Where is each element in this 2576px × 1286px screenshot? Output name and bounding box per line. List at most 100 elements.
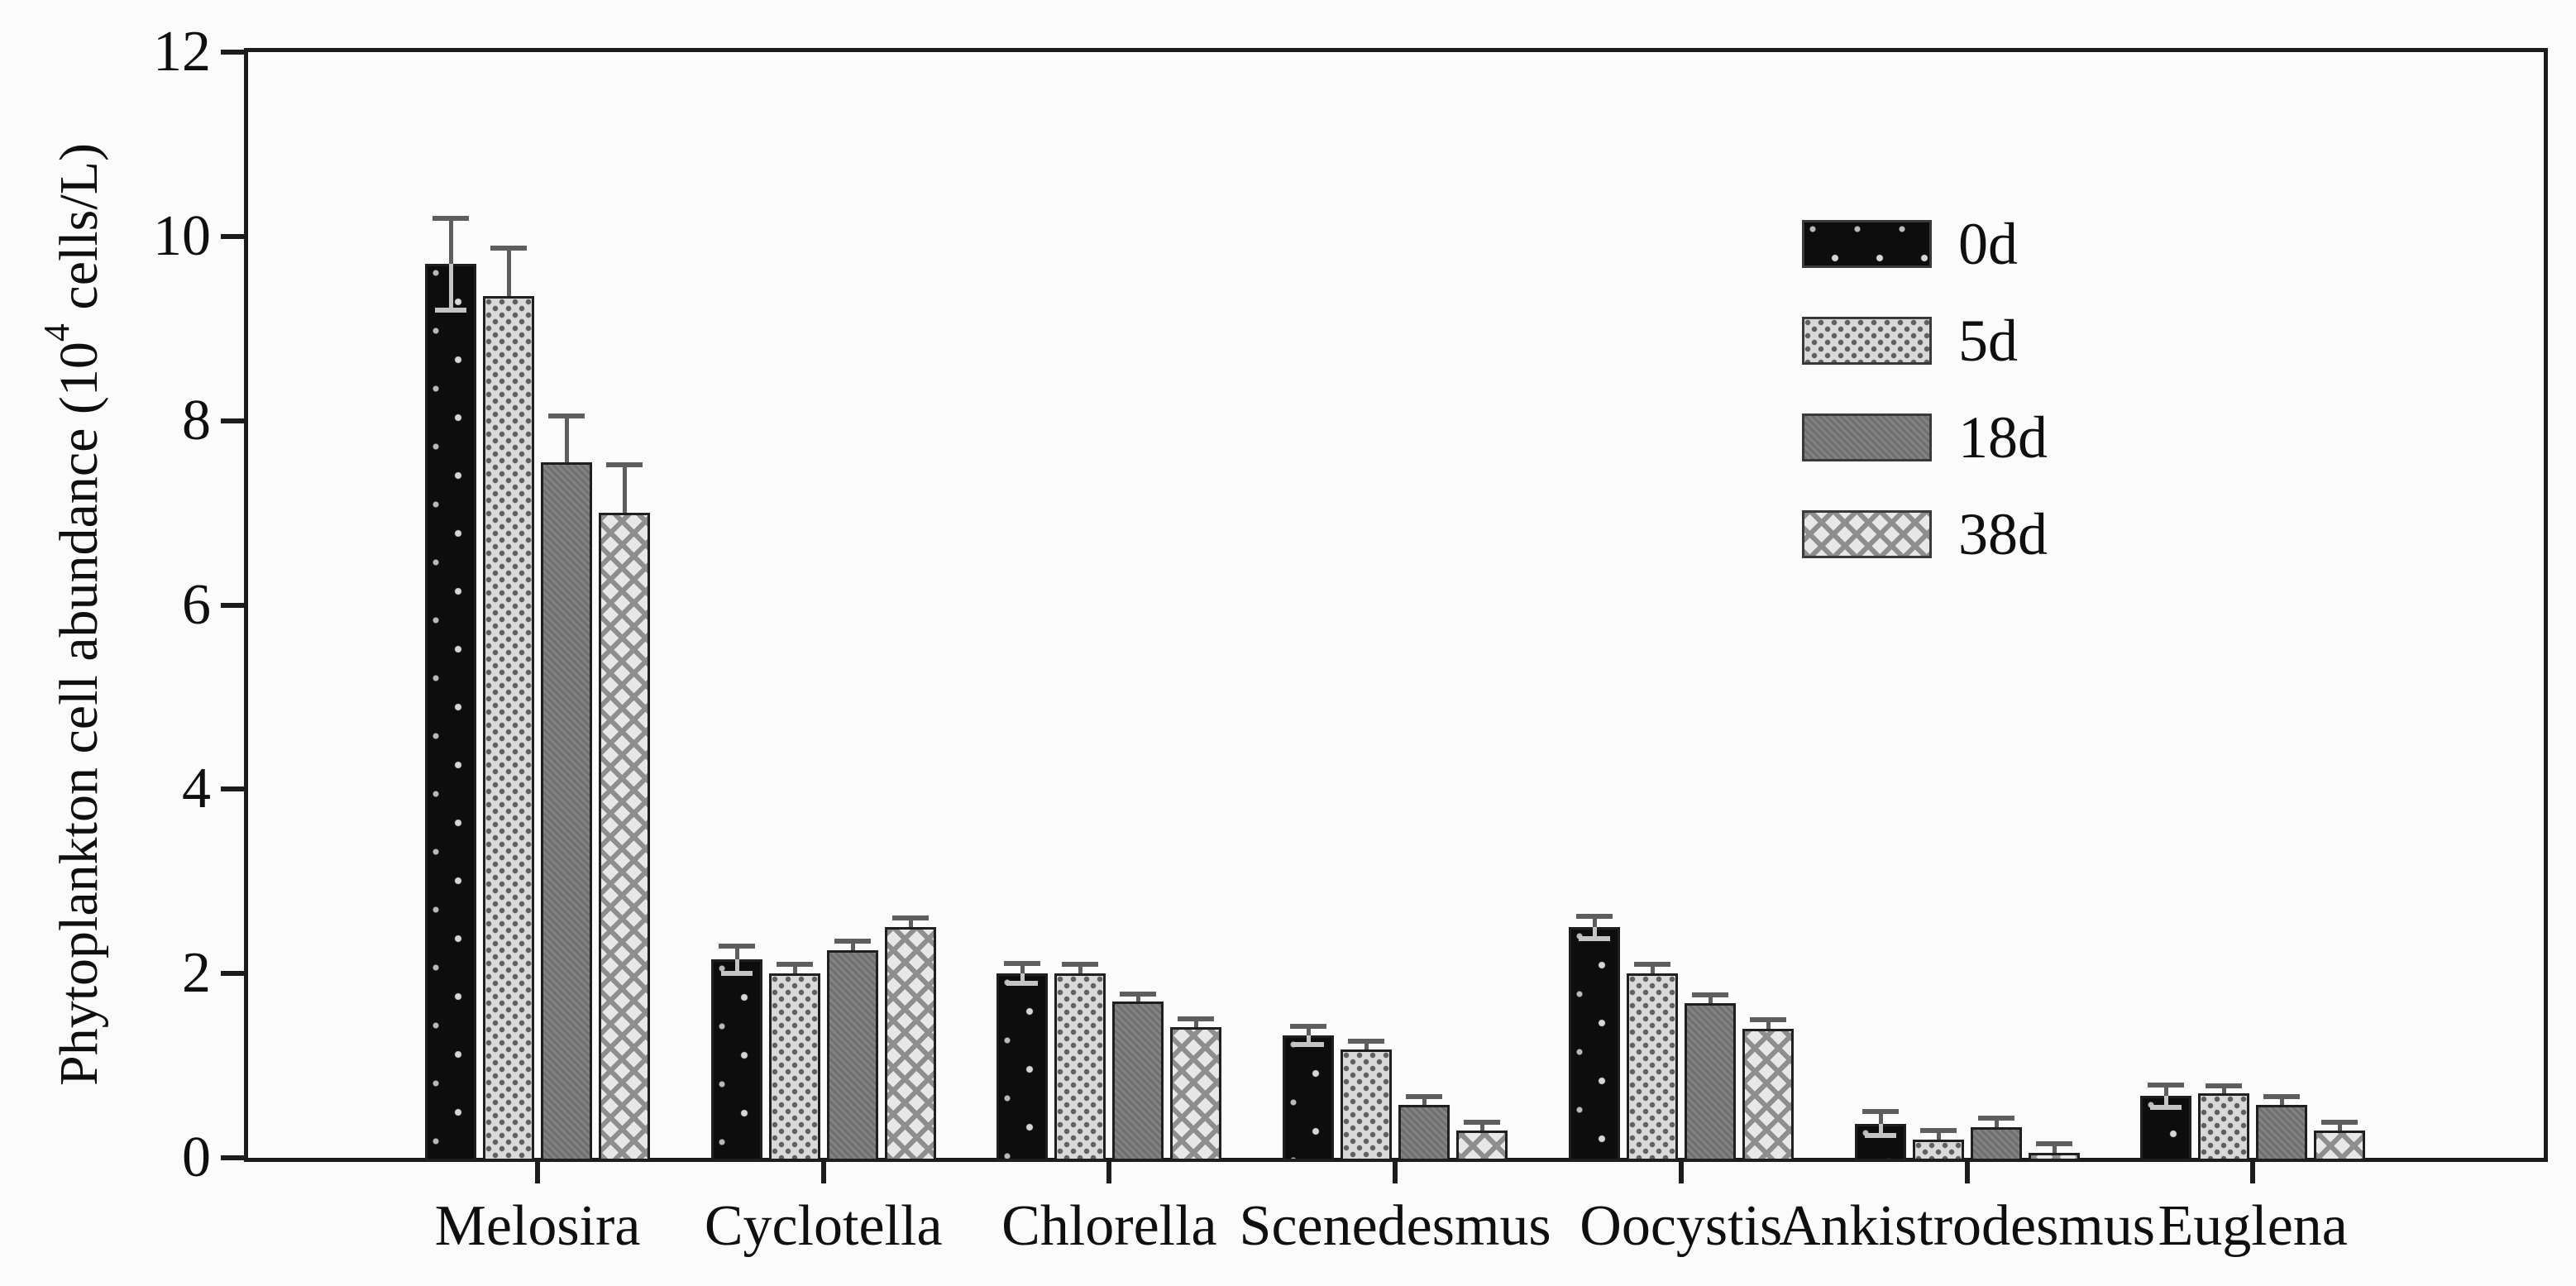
category-label-chlorella: Chlorella bbox=[1001, 1194, 1217, 1258]
bar-euglena-5d bbox=[2198, 1093, 2250, 1161]
legend-label-18d: 18d bbox=[1958, 404, 2048, 471]
bar-oocystis-5d bbox=[1626, 973, 1678, 1161]
error-bar-cap-cyclotella-0d bbox=[718, 943, 755, 949]
plot-area-frame bbox=[244, 48, 2548, 1162]
error-bar-stem-chlorella-5d bbox=[1078, 964, 1083, 974]
legend-row-0d: 0d bbox=[1802, 214, 2018, 274]
error-bar-cap-chlorella-38d bbox=[1178, 1016, 1215, 1021]
bar-scenedesmus-5d bbox=[1341, 1049, 1393, 1161]
bar-chlorella-5d bbox=[1054, 973, 1106, 1161]
error-bar-cap-euglena-5d bbox=[2206, 1083, 2243, 1089]
x-tick-scenedesmus bbox=[1393, 1162, 1398, 1183]
error-bar-cap-chlorella-5d bbox=[1062, 962, 1099, 968]
bar-melosira-38d bbox=[599, 513, 650, 1161]
error-bar-stem-scenedesmus-5d bbox=[1364, 1040, 1369, 1049]
category-label-oocystis: Oocystis bbox=[1580, 1194, 1783, 1258]
error-bar-lower-cap-ankistrodesmus-0d bbox=[1864, 1133, 1896, 1139]
bar-cyclotella-18d bbox=[826, 950, 878, 1161]
bar-scenedesmus-18d bbox=[1398, 1105, 1450, 1161]
y-tick-2 bbox=[221, 971, 244, 977]
bar-euglena-38d bbox=[2314, 1130, 2366, 1161]
bar-chlorella-18d bbox=[1112, 1001, 1164, 1161]
bar-euglena-18d bbox=[2256, 1105, 2308, 1161]
legend-label-0d: 0d bbox=[1958, 211, 2018, 277]
x-tick-melosira bbox=[535, 1162, 540, 1183]
legend-swatch-18d bbox=[1802, 414, 1932, 461]
error-bar-cap-scenedesmus-5d bbox=[1348, 1038, 1385, 1044]
error-bar-cap-cyclotella-5d bbox=[776, 962, 813, 968]
error-bar-stem-ankistrodesmus-38d bbox=[2052, 1144, 2057, 1154]
error-bar-cap-melosira-5d bbox=[490, 246, 527, 251]
error-bar-stem-euglena-0d bbox=[2164, 1084, 2169, 1097]
bar-melosira-0d bbox=[425, 264, 476, 1161]
bar-ankistrodesmus-18d bbox=[1970, 1127, 2022, 1161]
legend-label-38d: 38d bbox=[1958, 501, 2048, 567]
error-bar-cap-cyclotella-18d bbox=[834, 939, 871, 944]
error-bar-lower-cap-chlorella-0d bbox=[1006, 981, 1039, 987]
category-label-euglena: Euglena bbox=[2158, 1194, 2348, 1258]
error-bar-cap-melosira-0d bbox=[433, 215, 469, 221]
error-bar-stem-melosira-38d bbox=[623, 465, 627, 514]
y-tick-label-2: 2 bbox=[182, 941, 211, 1006]
error-bar-lower-stem-ankistrodesmus-0d bbox=[1878, 1123, 1883, 1136]
x-tick-oocystis bbox=[1678, 1162, 1684, 1183]
bar-oocystis-38d bbox=[1742, 1029, 1794, 1161]
legend-label-5d: 5d bbox=[1958, 308, 2018, 374]
error-bar-stem-ankistrodesmus-0d bbox=[1878, 1112, 1883, 1124]
y-tick-0 bbox=[221, 1155, 244, 1160]
bar-cyclotella-38d bbox=[884, 927, 936, 1161]
error-bar-cap-chlorella-18d bbox=[1120, 991, 1157, 997]
error-bar-stem-scenedesmus-18d bbox=[1422, 1097, 1427, 1106]
error-bar-cap-ankistrodesmus-38d bbox=[2035, 1141, 2072, 1147]
error-bar-cap-ankistrodesmus-5d bbox=[1919, 1127, 1957, 1133]
error-bar-lower-stem-euglena-0d bbox=[2164, 1096, 2169, 1107]
y-tick-10 bbox=[221, 233, 244, 239]
error-bar-lower-cap-cyclotella-0d bbox=[720, 971, 753, 977]
error-bar-cap-oocystis-5d bbox=[1633, 962, 1670, 968]
bar-oocystis-0d bbox=[1568, 927, 1620, 1161]
error-bar-stem-cyclotella-38d bbox=[908, 918, 913, 928]
bar-cyclotella-5d bbox=[768, 973, 820, 1161]
bar-cyclotella-0d bbox=[710, 959, 762, 1161]
error-bar-cap-scenedesmus-38d bbox=[1464, 1119, 1501, 1125]
legend-swatch-38d bbox=[1802, 510, 1932, 558]
error-bar-stem-ankistrodesmus-5d bbox=[1936, 1130, 1941, 1140]
error-bar-stem-oocystis-18d bbox=[1708, 994, 1713, 1003]
y-tick-12 bbox=[221, 50, 244, 55]
x-tick-ankistrodesmus bbox=[1964, 1162, 1970, 1183]
error-bar-stem-chlorella-0d bbox=[1020, 963, 1025, 974]
y-tick-6 bbox=[221, 602, 244, 608]
bar-chlorella-0d bbox=[996, 973, 1049, 1161]
error-bar-stem-ankistrodesmus-18d bbox=[1994, 1118, 1999, 1128]
bar-chlorella-38d bbox=[1170, 1026, 1222, 1161]
category-label-scenedesmus: Scenedesmus bbox=[1239, 1194, 1551, 1258]
error-bar-lower-stem-chlorella-0d bbox=[1020, 973, 1025, 984]
error-bar-lower-cap-oocystis-0d bbox=[1578, 935, 1610, 941]
category-label-ankistrodesmus: Ankistrodesmus bbox=[1779, 1194, 2155, 1258]
y-tick-8 bbox=[221, 418, 244, 423]
legend-row-5d: 5d bbox=[1802, 311, 2018, 371]
y-tick-label-0: 0 bbox=[182, 1126, 211, 1189]
bar-scenedesmus-0d bbox=[1283, 1035, 1335, 1161]
y-tick-label-8: 8 bbox=[182, 388, 211, 452]
error-bar-cap-melosira-18d bbox=[548, 414, 585, 419]
legend-swatch-5d bbox=[1802, 317, 1932, 365]
error-bar-cap-ankistrodesmus-18d bbox=[1977, 1116, 2014, 1121]
error-bar-lower-stem-oocystis-0d bbox=[1592, 927, 1597, 939]
error-bar-cap-chlorella-0d bbox=[1004, 960, 1041, 966]
x-tick-cyclotella bbox=[820, 1162, 826, 1183]
legend-row-38d: 38d bbox=[1802, 504, 2048, 564]
error-bar-stem-melosira-0d bbox=[449, 218, 453, 265]
error-bar-cap-oocystis-38d bbox=[1749, 1016, 1786, 1022]
error-bar-cap-euglena-0d bbox=[2148, 1082, 2185, 1088]
error-bar-stem-melosira-18d bbox=[565, 416, 569, 462]
legend-row-18d: 18d bbox=[1802, 408, 2048, 467]
error-bar-stem-chlorella-18d bbox=[1136, 993, 1141, 1002]
y-tick-label-6: 6 bbox=[182, 572, 211, 637]
error-bar-stem-cyclotella-5d bbox=[792, 964, 797, 974]
error-bar-stem-oocystis-0d bbox=[1592, 916, 1597, 928]
category-label-melosira: Melosira bbox=[434, 1194, 641, 1258]
legend-swatch-0d bbox=[1802, 220, 1932, 268]
bar-melosira-5d bbox=[483, 296, 534, 1161]
